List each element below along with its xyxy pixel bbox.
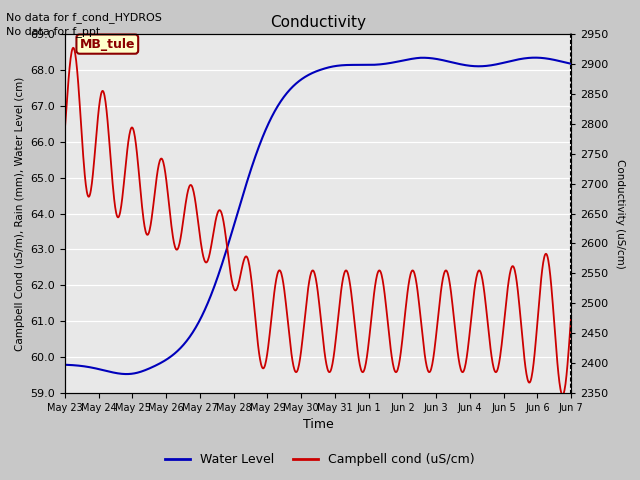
Y-axis label: Campbell Cond (uS/m), Rain (mm), Water Level (cm): Campbell Cond (uS/m), Rain (mm), Water L… xyxy=(15,76,25,351)
Legend: Water Level, Campbell cond (uS/cm): Water Level, Campbell cond (uS/cm) xyxy=(160,448,480,471)
Title: Conductivity: Conductivity xyxy=(270,15,366,30)
Text: MB_tule: MB_tule xyxy=(79,37,135,50)
X-axis label: Time: Time xyxy=(303,419,333,432)
Y-axis label: Conductivity (uS/cm): Conductivity (uS/cm) xyxy=(615,159,625,268)
Text: No data for f_ppt: No data for f_ppt xyxy=(6,26,100,37)
Text: No data for f_cond_HYDROS: No data for f_cond_HYDROS xyxy=(6,12,163,23)
